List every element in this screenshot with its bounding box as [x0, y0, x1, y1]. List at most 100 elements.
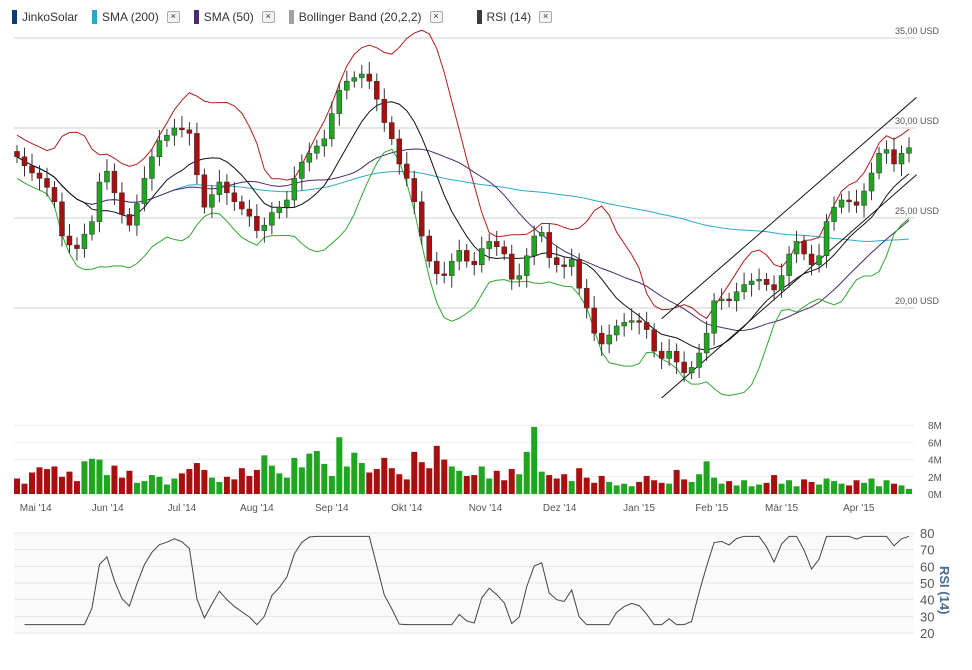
candle — [51, 187, 58, 203]
volume-bar — [163, 484, 170, 494]
volume-bar — [823, 478, 830, 494]
volume-bar — [36, 467, 43, 494]
rsi-axis-title: RSI (14) — [937, 566, 952, 614]
legend-label: SMA (200) — [102, 10, 159, 24]
sma50-line — [16, 148, 910, 332]
volume-bar — [523, 451, 530, 494]
remove-indicator-button[interactable]: × — [539, 11, 553, 23]
volume-bar — [786, 480, 793, 494]
candle — [876, 152, 882, 174]
candle — [171, 127, 178, 136]
volume-tick-label: 4M — [928, 456, 942, 467]
volume-bar — [816, 484, 823, 494]
volume-bar — [568, 481, 575, 494]
volume-bar — [576, 468, 583, 494]
volume-bar — [88, 458, 95, 494]
volume-bar — [66, 471, 73, 494]
legend-label: RSI (14) — [486, 10, 532, 24]
remove-indicator-button[interactable]: × — [166, 11, 180, 23]
volume-bar — [441, 459, 448, 494]
candle — [246, 208, 253, 217]
candle — [861, 190, 867, 206]
price-tick-label: 30,00 USD — [895, 116, 940, 126]
volume-bar — [426, 468, 433, 494]
candle — [718, 298, 725, 302]
volume-bar — [193, 463, 200, 494]
remove-indicator-button[interactable]: × — [429, 11, 443, 23]
remove-indicator-button[interactable]: × — [261, 11, 275, 23]
rsi-tick-label: 80 — [920, 526, 934, 541]
volume-bar — [148, 475, 155, 494]
volume-bar — [336, 437, 343, 494]
volume-bar — [261, 455, 268, 494]
candle — [239, 201, 245, 210]
candle — [516, 275, 522, 280]
candle — [906, 147, 912, 154]
candle — [523, 255, 530, 276]
candle — [501, 246, 507, 255]
volume-bar — [486, 478, 493, 494]
candle — [344, 80, 350, 91]
legend-item: JinkoSolar — [12, 10, 78, 24]
candle — [576, 259, 582, 289]
volume-bar — [471, 475, 478, 494]
candle — [74, 244, 80, 249]
candle — [141, 178, 148, 204]
volume-bar — [673, 469, 680, 494]
candle — [119, 192, 125, 215]
volume-bar — [808, 481, 815, 494]
legend-item: RSI (14) × — [476, 10, 553, 24]
candle — [486, 241, 492, 249]
x-tick-label: Feb '15 — [695, 503, 728, 514]
volume-bar — [21, 483, 28, 494]
candle — [179, 127, 185, 131]
candle — [44, 178, 50, 188]
candle — [396, 138, 403, 165]
candle — [831, 206, 837, 222]
volume-bar — [696, 474, 703, 494]
volume-bar — [793, 486, 800, 494]
candle — [606, 334, 612, 345]
candle — [321, 138, 328, 147]
volume-bar — [516, 474, 523, 494]
x-tick-label: Sep '14 — [315, 503, 349, 514]
candle — [299, 161, 305, 179]
volume-bar — [156, 476, 163, 494]
candle — [816, 255, 822, 266]
candle — [254, 215, 260, 231]
candle — [748, 280, 755, 285]
volume-tick-label: 2M — [928, 473, 942, 484]
volume-bar — [411, 451, 418, 494]
volume-bar — [388, 468, 395, 494]
candle — [598, 332, 605, 345]
volume-bar — [366, 472, 373, 494]
price-tick-label: 20,00 USD — [895, 296, 940, 306]
volume-bar — [561, 474, 568, 494]
volume-bar — [141, 481, 148, 494]
volume-bar — [658, 482, 665, 494]
candle — [89, 221, 95, 235]
x-tick-label: Aug '14 — [240, 503, 274, 514]
x-tick-label: Jan '15 — [623, 503, 655, 514]
volume-bar — [846, 485, 853, 494]
x-tick-label: Jul '14 — [168, 503, 197, 514]
candle — [621, 322, 627, 327]
volume-bar — [651, 480, 658, 494]
candle — [276, 206, 283, 213]
volume-bar — [853, 480, 860, 494]
candle — [404, 163, 410, 179]
candle — [531, 235, 537, 257]
chart-legend: JinkoSolar SMA (200) × SMA (50) × Bollinger B… — [12, 9, 566, 25]
candle — [104, 170, 110, 183]
candle — [651, 329, 657, 352]
volume-bar — [118, 477, 125, 494]
candle — [149, 156, 155, 179]
candle — [471, 260, 477, 266]
candle — [96, 181, 103, 222]
volume-bar — [298, 467, 305, 494]
candle — [374, 80, 380, 100]
x-tick-label: Nov '14 — [469, 503, 503, 514]
volume-bar — [636, 481, 643, 494]
